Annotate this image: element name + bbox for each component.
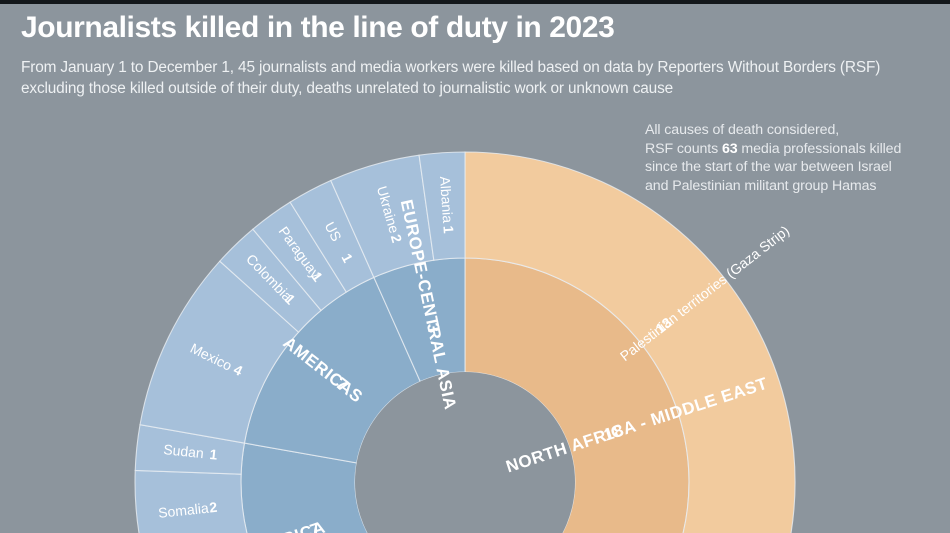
annotation-count: 63	[721, 140, 738, 157]
country-label: Sudan	[163, 441, 205, 461]
country-value: 1	[209, 446, 219, 463]
region-value: 3	[423, 321, 444, 335]
annotation-line-2-suffix: media professionals killed	[737, 140, 902, 157]
annotation-line-2-prefix: RSF counts	[645, 140, 722, 157]
chart-root: Palestinian territories (Gaza Strip)13Sy…	[134, 151, 796, 533]
annotation-note: All causes of death considered, RSF coun…	[645, 121, 945, 195]
page-subtitle: From January 1 to December 1, 45 journal…	[21, 59, 881, 97]
top-rule	[0, 0, 950, 4]
country-segment[interactable]	[464, 151, 796, 533]
annotation-line-1: All causes of death considered,	[645, 122, 840, 138]
country-value: 2	[209, 499, 219, 516]
annotation-line-3: since the start of the war between Israe…	[645, 159, 892, 176]
country-label: Albania	[437, 176, 456, 224]
country-value: 1	[440, 225, 457, 234]
page-title: Journalists killed in the line of duty i…	[21, 11, 615, 44]
donut-hole	[355, 372, 575, 533]
annotation-line-4: and Palestinian militant group Hamas	[645, 177, 877, 194]
country-segment[interactable]	[418, 151, 466, 261]
country-label: Somalia	[157, 500, 209, 521]
